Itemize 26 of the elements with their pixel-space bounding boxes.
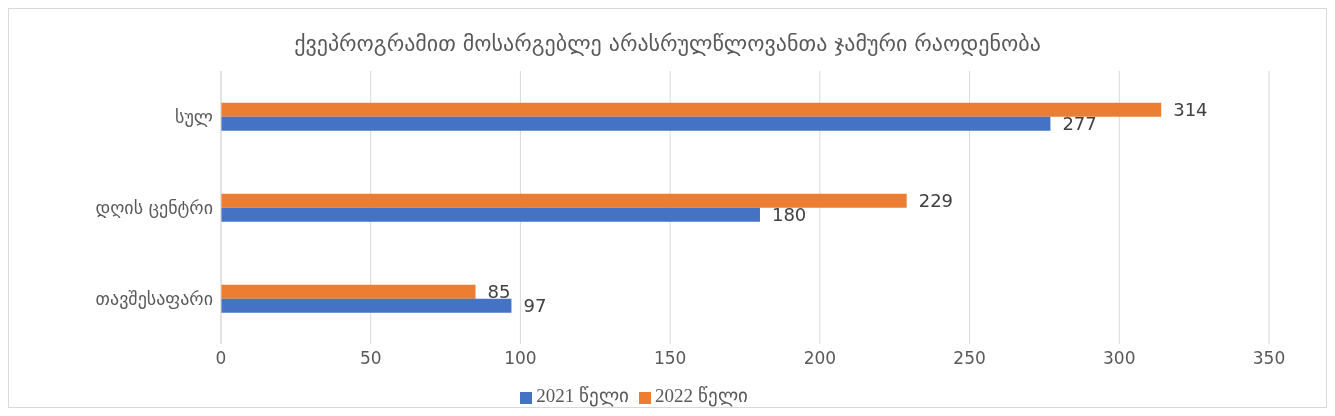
data-label: 97	[523, 295, 547, 317]
bar	[221, 193, 907, 208]
bar	[221, 207, 760, 222]
y-tick-label: სულ	[175, 105, 213, 127]
data-label: 314	[1173, 99, 1208, 121]
data-label: 229	[918, 190, 954, 212]
x-tick-label: 150	[653, 348, 687, 369]
x-tick-label: 0	[215, 348, 227, 369]
data-label: 277	[1062, 113, 1097, 135]
x-tick-label: 250	[953, 348, 986, 369]
x-tick-label: 300	[1103, 348, 1136, 369]
x-tick-label: 350	[1252, 348, 1286, 369]
data-label: 85	[487, 281, 511, 303]
chart-title: ქვეპროგრამით მოსარგებლე არასრულწლოვანთა ჯამური რაოდენობა	[293, 30, 1042, 58]
y-tick-label: დღის ცენტრი	[95, 196, 213, 218]
bar	[221, 298, 512, 313]
data-label: 180	[771, 204, 807, 226]
bar	[221, 102, 1162, 117]
x-tick-label: 100	[504, 348, 537, 369]
legend-label: 2021 წელი	[536, 385, 629, 406]
bar	[221, 116, 1051, 131]
x-tick-label: 50	[359, 348, 382, 369]
y-tick-label: თავშესაფარი	[95, 287, 213, 309]
bar	[221, 284, 476, 299]
legend-label: 2022 წელი	[655, 385, 748, 406]
x-tick-label: 200	[803, 348, 837, 369]
